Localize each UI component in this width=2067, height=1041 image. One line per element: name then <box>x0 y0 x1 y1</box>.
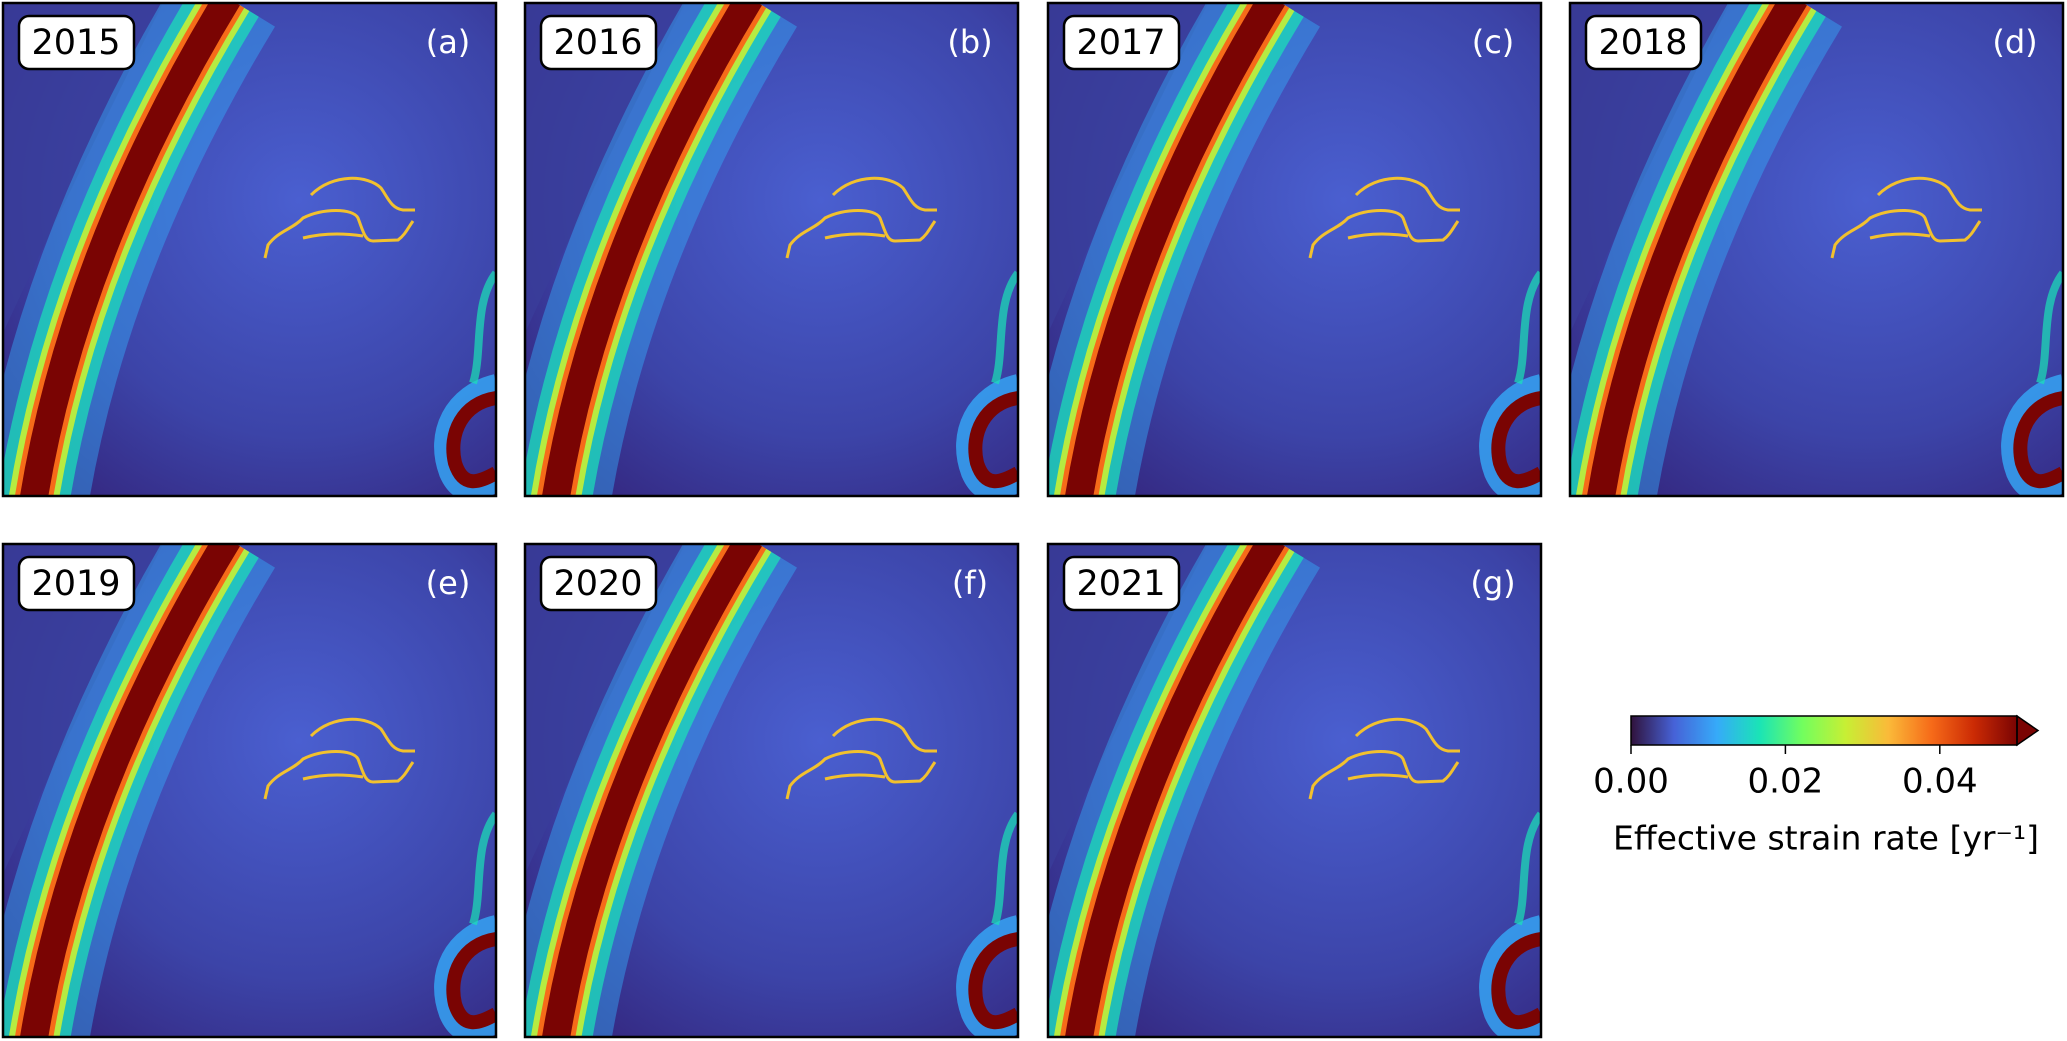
outline <box>1308 750 1460 800</box>
year-label: 2020 <box>553 564 642 604</box>
year-box <box>1062 555 1181 612</box>
year-label: 2019 <box>31 564 120 604</box>
year-box <box>1584 14 1703 71</box>
panel-letter: (e) <box>426 564 471 602</box>
outline <box>1308 209 1460 259</box>
outline <box>1347 773 1409 781</box>
panel: 2015 (a) <box>1 1 498 498</box>
panel: 2016 (b) <box>523 1 1020 498</box>
colorbar-tick-label: 0.00 <box>1593 762 1669 802</box>
colorbar-frame <box>1630 715 2018 746</box>
panel-frame <box>1046 542 1543 1039</box>
outline <box>824 232 886 240</box>
panel-letter: (g) <box>1470 564 1515 602</box>
panel-letter: (f) <box>952 564 988 602</box>
panel-frame <box>1568 1 2065 498</box>
colorbar-tick-label: 0.02 <box>1748 762 1824 802</box>
year-box <box>17 555 136 612</box>
year-box <box>539 14 658 71</box>
year-label: 2016 <box>553 23 642 63</box>
year-label: 2018 <box>1598 23 1687 63</box>
map-image <box>3 3 496 496</box>
year-box <box>17 14 136 71</box>
colorbar-tick-label: 0.04 <box>1902 762 1978 802</box>
year-label: 2021 <box>1076 564 1165 604</box>
outline <box>1869 232 1931 240</box>
outline <box>309 717 415 753</box>
map-image <box>1048 544 1541 1037</box>
panel: 2021 (g) <box>1046 542 1543 1039</box>
map-image <box>525 3 1018 496</box>
outline <box>263 209 415 259</box>
outline <box>785 209 937 259</box>
outline <box>1876 176 1982 212</box>
panel: 2020 (f) <box>523 542 1020 1039</box>
map-image <box>3 544 496 1037</box>
colorbar: 0.00 0.02 0.04 Effective strain rate [yr⁻¹] <box>1593 714 2040 858</box>
outline <box>302 773 364 781</box>
panel-letter: (a) <box>426 23 471 61</box>
map-image <box>1048 3 1541 496</box>
outline <box>831 176 937 212</box>
map-image <box>1570 3 2063 496</box>
panel-frame <box>1046 1 1543 498</box>
year-box <box>1062 14 1181 71</box>
outline <box>824 773 886 781</box>
panel-frame <box>1 542 498 1039</box>
panel-letter: (c) <box>1472 23 1515 61</box>
outline <box>309 176 415 212</box>
panel: 2019 (e) <box>1 542 498 1039</box>
colorbar-extend <box>2016 714 2040 747</box>
panel: 2017 (c) <box>1046 1 1543 498</box>
outline <box>1354 176 1460 212</box>
year-label: 2015 <box>31 23 120 63</box>
panel-frame <box>523 1 1020 498</box>
map-image <box>525 544 1018 1037</box>
panel-frame <box>523 542 1020 1039</box>
outline <box>1347 232 1409 240</box>
colorbar-ramp <box>1631 716 2017 745</box>
colorbar-label: Effective strain rate [yr⁻¹] <box>1613 819 2039 858</box>
outline <box>831 717 937 753</box>
outline <box>302 232 364 240</box>
panel: 2018 (d) <box>1568 1 2065 498</box>
outline <box>1830 209 1982 259</box>
year-label: 2017 <box>1076 23 1165 63</box>
outline <box>263 750 415 800</box>
year-box <box>539 555 658 612</box>
outline <box>1354 717 1460 753</box>
outline <box>785 750 937 800</box>
panel-frame <box>1 1 498 498</box>
panel-letter: (d) <box>1992 23 2037 61</box>
panel-letter: (b) <box>947 23 992 61</box>
